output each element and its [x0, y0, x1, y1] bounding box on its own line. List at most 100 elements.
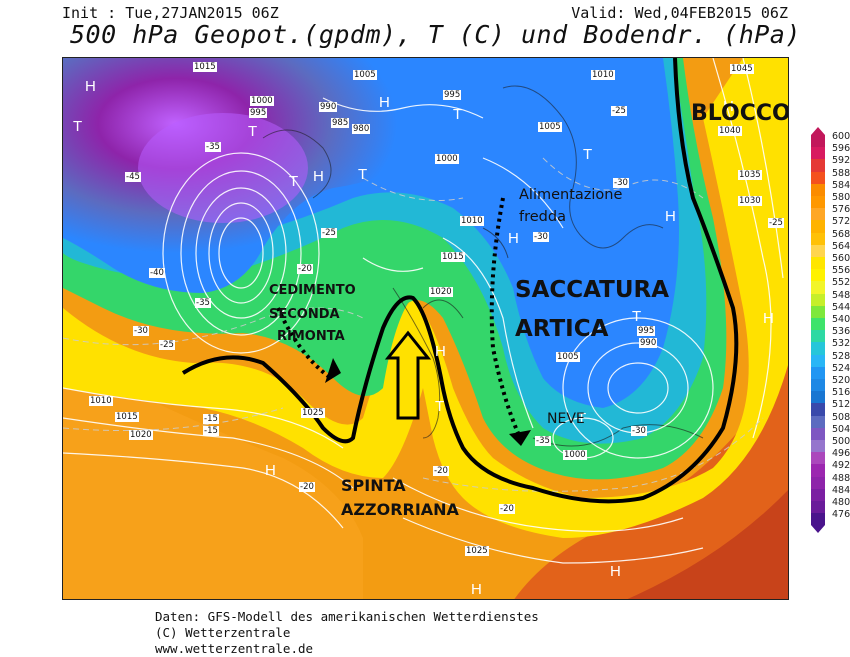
legend-tick-label: 516 — [832, 387, 850, 399]
legend-tick-label: 548 — [832, 289, 850, 301]
map-canvas — [63, 58, 788, 599]
isobar-label: 990 — [319, 102, 338, 112]
alimentazione-label-1: Alimentazione — [519, 187, 623, 203]
low-marker: T — [358, 166, 368, 183]
isobar-label: 985 — [331, 118, 350, 128]
legend-swatch — [811, 135, 825, 148]
legend-swatch — [811, 366, 825, 379]
legend-swatch — [811, 342, 825, 355]
legend-swatch — [811, 293, 825, 306]
legend-tick-label: 564 — [832, 240, 850, 252]
legend-swatch — [811, 196, 825, 209]
high-marker: H — [471, 581, 482, 598]
isobar-label: 1010 — [460, 216, 484, 226]
legend-tick-label: 544 — [832, 301, 850, 313]
legend-bottom-pointer — [811, 525, 825, 534]
cedimento-label-2: SECONDA — [269, 307, 340, 322]
cedimento-label-1: CEDIMENTO — [269, 283, 356, 298]
legend-tick-label: 576 — [832, 204, 850, 216]
high-marker: H — [265, 462, 276, 479]
legend-swatch — [811, 269, 825, 282]
legend-swatch — [811, 147, 825, 160]
temperature-label: -40 — [149, 268, 165, 278]
isobar-label: 1000 — [563, 450, 587, 460]
legend-swatch — [811, 476, 825, 489]
legend-swatch — [811, 488, 825, 501]
high-marker: H — [723, 98, 734, 115]
isobar-label: 1005 — [538, 122, 562, 132]
legend-swatch — [811, 208, 825, 221]
temperature-label: -30 — [631, 426, 647, 436]
legend-swatch — [811, 513, 825, 526]
isobar-label: 1040 — [718, 126, 742, 136]
deep-low-core — [138, 113, 308, 223]
temperature-label: -15 — [203, 414, 219, 424]
isobar-label: 1015 — [193, 62, 217, 72]
legend-tick-label: 568 — [832, 228, 850, 240]
legend-swatch — [811, 244, 825, 257]
cedimento-arrow — [276, 307, 330, 378]
footer: Daten: GFS-Modell des amerikanischen Wet… — [155, 609, 539, 657]
legend-tick-label: 484 — [832, 484, 850, 496]
temperature-lines — [63, 157, 764, 492]
legend-tick-label: 556 — [832, 265, 850, 277]
temperature-label: -20 — [499, 504, 515, 514]
isobar-label: 1005 — [556, 352, 580, 362]
legend-tick-label: 588 — [832, 167, 850, 179]
temperature-label: -35 — [535, 436, 551, 446]
isobar-label: 1025 — [301, 408, 325, 418]
low-marker: T — [248, 123, 258, 140]
low-marker: T — [73, 118, 83, 135]
legend-swatch — [811, 464, 825, 477]
copyright: (C) Wetterzentrale — [155, 625, 291, 640]
website: www.wetterzentrale.de — [155, 641, 314, 656]
greenland-coast — [262, 129, 332, 199]
legend-swatch — [811, 440, 825, 453]
map-title: 500 hPa Geopot.(gpdm), T (C) und Bodendr… — [70, 20, 801, 49]
alimentazione-arrow — [489, 197, 520, 434]
legend-tick-label: 572 — [832, 216, 850, 228]
legend-tick-label: 512 — [832, 399, 850, 411]
cedimento-label-3: RIMONTA — [277, 329, 345, 344]
high-marker: H — [763, 310, 774, 327]
legend-tick-label: 580 — [832, 192, 850, 203]
weather-map: H T T H H T T T H T H T H T H H H T H H … — [62, 57, 789, 600]
isobar-label: 990 — [639, 338, 658, 348]
neve-label: NEVE — [547, 411, 585, 427]
temperature-label: -30 — [533, 232, 549, 242]
isobar-label: 1015 — [115, 412, 139, 422]
blocco-label: BLOCCO — [691, 101, 789, 126]
legend-swatch — [811, 171, 825, 184]
legend-swatch — [811, 330, 825, 343]
legend-tick-label: 536 — [832, 326, 850, 338]
spinta-label-1: SPINTA — [341, 476, 406, 495]
legend-swatch — [811, 183, 825, 196]
high-marker: H — [508, 230, 519, 247]
legend-swatch — [811, 281, 825, 294]
legend-swatch — [811, 232, 825, 245]
low-marker: T — [289, 173, 299, 190]
scandinavia-coast — [502, 85, 664, 249]
isobar-label: 995 — [443, 90, 462, 100]
legend-swatch — [811, 391, 825, 404]
isobar-label: 1020 — [129, 430, 153, 440]
high-marker: H — [313, 168, 324, 185]
isobar-label: 995 — [249, 108, 268, 118]
spinta-label-2: AZZORRIANA — [341, 500, 459, 519]
temperature-label: -25 — [321, 228, 337, 238]
legend-swatch — [811, 403, 825, 416]
legend-swatch — [811, 379, 825, 392]
hot-region — [514, 361, 788, 599]
isobar-label: 1025 — [465, 546, 489, 556]
push-arrow — [384, 330, 432, 420]
alimentazione-label-2: fredda — [519, 209, 566, 225]
legend-tick-label: 584 — [832, 179, 850, 191]
high-marker: H — [665, 208, 676, 225]
legend-top-pointer — [811, 127, 825, 135]
legend-tick-label: 552 — [832, 277, 850, 289]
isobar-label: 980 — [352, 124, 371, 134]
valid-time: Valid: Wed,04FEB2015 06Z — [571, 4, 788, 22]
temperature-label: -20 — [433, 466, 449, 476]
isobar-label: 1020 — [429, 287, 453, 297]
low-marker: T — [577, 410, 587, 427]
